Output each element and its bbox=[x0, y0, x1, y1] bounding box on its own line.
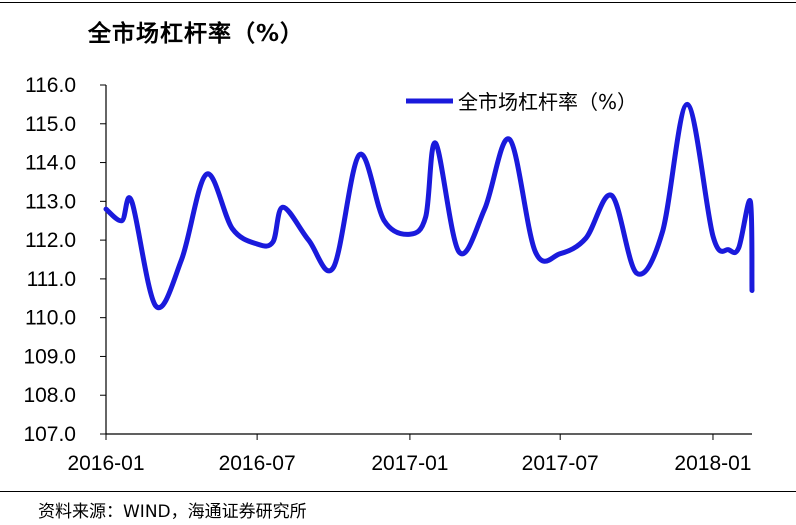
y-tick-label: 114.0 bbox=[25, 152, 76, 175]
source-note: 资料来源：WIND，海通证券研究所 bbox=[38, 502, 307, 522]
y-tick-label: 112.0 bbox=[25, 229, 76, 252]
y-tick-label: 115.0 bbox=[25, 113, 76, 136]
y-tick-label: 111.0 bbox=[27, 268, 76, 291]
y-tick-label: 110.0 bbox=[25, 307, 76, 330]
y-tick-label: 109.0 bbox=[23, 345, 76, 368]
x-tick-label: 2018-01 bbox=[674, 452, 751, 475]
legend-label: 全市场杠杆率（%） bbox=[458, 90, 637, 114]
x-tick-label: 2017-07 bbox=[522, 452, 599, 475]
bottom-rule bbox=[0, 491, 796, 492]
series-line bbox=[103, 101, 755, 311]
y-tick-label: 107.0 bbox=[23, 423, 76, 446]
y-tick-label: 108.0 bbox=[23, 384, 76, 407]
top-rule bbox=[0, 2, 796, 3]
y-tick-label: 113.0 bbox=[25, 190, 76, 213]
x-tick-label: 2016-01 bbox=[67, 452, 144, 475]
chart-title: 全市场杠杆率（%） bbox=[88, 21, 305, 47]
x-tick-label: 2016-07 bbox=[219, 452, 296, 475]
x-tick-label: 2017-01 bbox=[371, 452, 448, 475]
y-tick-label: 116.0 bbox=[25, 74, 76, 97]
